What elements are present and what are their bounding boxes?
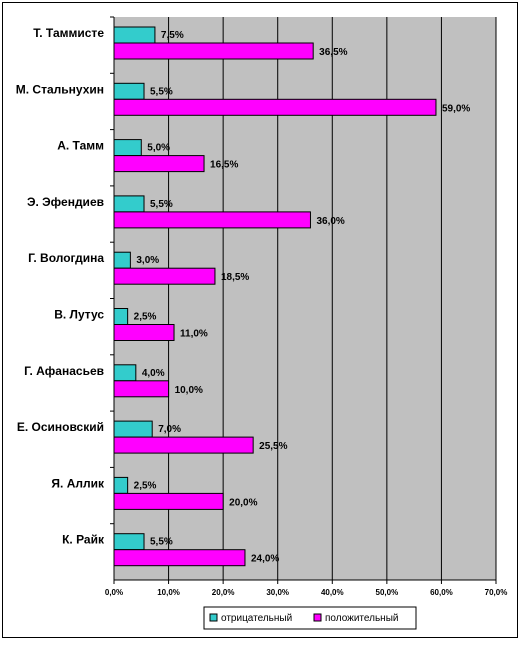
bar-negative <box>113 364 137 382</box>
bar-positive <box>113 42 314 60</box>
legend-label-positive: положительный <box>325 613 398 624</box>
bar-positive <box>113 549 246 567</box>
legend-swatch-positive <box>313 613 322 622</box>
bar-negative <box>113 533 145 551</box>
x-tick-label: 70,0% <box>485 588 508 597</box>
bar-negative <box>113 26 156 44</box>
category-label: Г. Вологдина <box>28 251 104 265</box>
bar-negative <box>113 139 142 157</box>
x-tick-label: 30,0% <box>266 588 289 597</box>
bar-negative <box>113 82 145 100</box>
bar-positive <box>113 211 311 229</box>
data-label-negative: 5,5% <box>150 537 173 548</box>
category-label: Я. Аллик <box>51 476 105 490</box>
bar-positive <box>113 380 170 398</box>
legend-label-negative: отрицательный <box>221 613 292 624</box>
legend-swatch-negative <box>209 613 218 622</box>
bar-positive <box>113 98 437 116</box>
bar-positive <box>113 155 205 173</box>
category-label: В. Лутус <box>54 308 104 322</box>
bar-positive <box>113 267 216 285</box>
x-tick-label: 20,0% <box>212 588 235 597</box>
data-label-positive: 18,5% <box>221 272 249 283</box>
data-label-negative: 7,0% <box>158 424 181 435</box>
bar-positive <box>113 436 254 454</box>
data-label-negative: 7,5% <box>161 30 184 41</box>
bar-negative <box>113 251 131 269</box>
bar-positive <box>113 324 175 341</box>
data-label-negative: 5,0% <box>147 143 170 154</box>
bar-negative <box>113 476 129 494</box>
data-label-positive: 59,0% <box>442 103 470 114</box>
data-labels: 7,5% 36,5% 5,5% 59,0% 5,0% 16,5% 5,5% 36,0% 3,0%… <box>134 30 471 565</box>
category-label: Э. Эфендиев <box>27 195 104 209</box>
x-tick-label: 10,0% <box>157 588 180 597</box>
legend-box <box>203 606 417 630</box>
data-label-negative: 2,5% <box>134 312 157 323</box>
axes: 0,0% 10,0% 20,0% 30,0% 40,0% 50,0% 60,0% 70,0% Т… <box>16 16 508 597</box>
bar-negative <box>113 420 153 438</box>
category-label: Г. Афанасьев <box>24 364 104 378</box>
data-label-positive: 20,0% <box>229 497 257 508</box>
bars <box>113 26 437 567</box>
category-label: А. Тамм <box>57 139 104 153</box>
data-label-negative: 2,5% <box>134 480 157 491</box>
legend: отрицательный положительный <box>203 606 417 630</box>
data-label-negative: 5,5% <box>150 199 173 210</box>
data-label-positive: 36,5% <box>319 47 347 58</box>
data-label-positive: 24,0% <box>251 554 279 565</box>
data-label-positive: 16,5% <box>210 160 238 171</box>
category-label: Т. Таммисте <box>33 26 104 40</box>
bar-negative <box>113 308 129 325</box>
x-tick-label: 40,0% <box>321 588 344 597</box>
category-label: К. Райк <box>62 533 105 547</box>
x-tick-label: 0,0% <box>105 588 123 597</box>
data-label-positive: 10,0% <box>175 385 203 396</box>
bar-negative <box>113 195 145 213</box>
x-tick-label: 50,0% <box>376 588 399 597</box>
data-label-positive: 25,5% <box>259 441 287 452</box>
data-label-negative: 3,0% <box>136 255 159 266</box>
data-label-positive: 11,0% <box>180 329 208 340</box>
category-label: Е. Осиновский <box>17 420 104 434</box>
data-label-negative: 4,0% <box>142 368 165 379</box>
data-label-positive: 36,0% <box>316 216 344 227</box>
bar-positive <box>113 492 224 510</box>
x-tick-label: 60,0% <box>430 588 453 597</box>
data-label-negative: 5,5% <box>150 86 173 97</box>
category-label: М. Стальнухин <box>16 82 104 96</box>
